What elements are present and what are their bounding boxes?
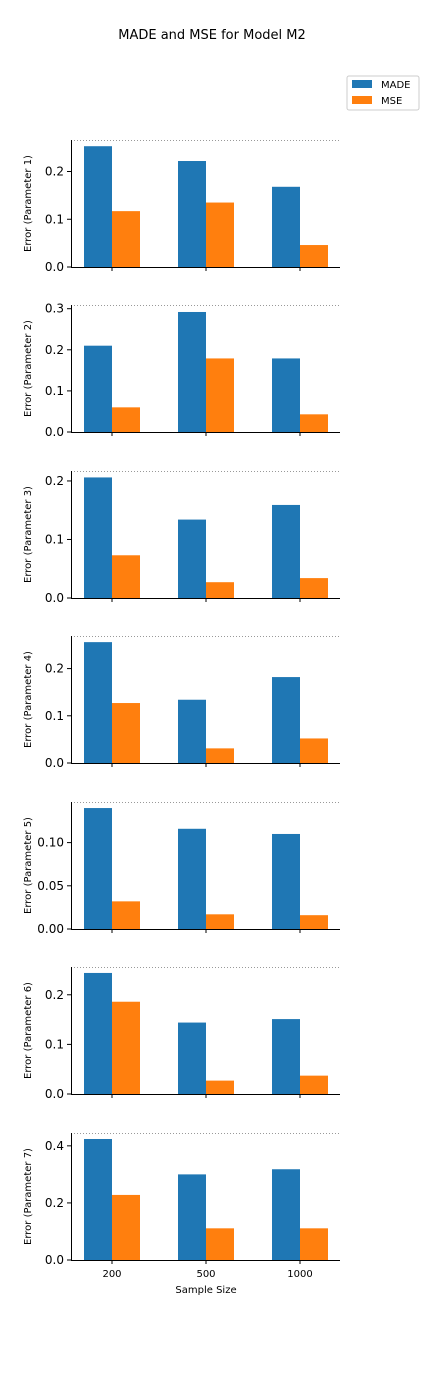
bar-made-1000 [272, 186, 300, 267]
bar-made-1000 [272, 677, 300, 763]
y-axis-label: Error (Parameter 2) [23, 320, 34, 417]
y-tick-label: 0.2 [45, 662, 64, 676]
y-tick-label: 0.1 [45, 212, 64, 226]
y-tick-label: 0.0 [45, 1253, 64, 1267]
bar-made-1000 [272, 833, 300, 929]
y-tick-label: 0.00 [37, 922, 64, 936]
panel-4: 0.0 0.1 0.2 Error (Parameter 4) [23, 636, 340, 770]
y-tick-label: 0.1 [45, 532, 64, 546]
bar-mse-500 [206, 202, 234, 267]
panel-3: 0.0 0.1 0.2 Error (Parameter 3) [23, 471, 340, 605]
x-tick-label: 200 [102, 1269, 121, 1280]
bar-made-500 [178, 311, 206, 432]
y-axis-label: Error (Parameter 4) [23, 651, 34, 748]
bar-made-200 [84, 345, 112, 432]
bar-mse-1000 [300, 1228, 328, 1260]
legend-label-made: MADE [381, 80, 411, 91]
y-tick-label: 0.3 [45, 302, 64, 316]
panel-2: 0.0 0.1 0.2 0.3 Error (Parameter 2) [23, 302, 340, 439]
bar-mse-500 [206, 1080, 234, 1094]
y-tick-label: 0.0 [45, 425, 64, 439]
panel-7: 0.0 0.2 0.4 200 500 1000 Error (Parameter 7) [23, 1133, 340, 1280]
bar-made-200 [84, 146, 112, 267]
bar-made-500 [178, 519, 206, 598]
y-axis-label: Error (Parameter 7) [23, 1148, 34, 1245]
y-axis-label: Error (Parameter 5) [23, 817, 34, 914]
bar-made-200 [84, 477, 112, 598]
y-tick-label: 0.05 [37, 879, 64, 893]
legend-swatch-mse [352, 96, 372, 104]
bar-mse-1000 [300, 738, 328, 763]
y-tick-label: 0.4 [45, 1139, 64, 1153]
panel-6: 0.0 0.1 0.2 Error (Parameter 6) [23, 967, 340, 1101]
bar-made-1000 [272, 504, 300, 598]
y-tick-label: 0.0 [45, 591, 64, 605]
bar-mse-200 [112, 1001, 140, 1094]
x-tick-label: 1000 [287, 1269, 312, 1280]
bar-mse-200 [112, 211, 140, 267]
bar-mse-1000 [300, 245, 328, 267]
bar-mse-1000 [300, 578, 328, 598]
bar-made-1000 [272, 358, 300, 432]
chart-title: MADE and MSE for Model M2 [118, 28, 306, 43]
bar-mse-1000 [300, 915, 328, 929]
bar-mse-500 [206, 1228, 234, 1260]
legend-swatch-made [352, 80, 372, 88]
bar-made-1000 [272, 1169, 300, 1260]
y-tick-label: 0.0 [45, 1087, 64, 1101]
bar-mse-1000 [300, 1075, 328, 1094]
bar-mse-200 [112, 407, 140, 432]
panel-1: 0.0 0.1 0.2 Error (Parameter 1) [23, 140, 340, 274]
bar-mse-500 [206, 914, 234, 929]
bar-made-500 [178, 828, 206, 929]
y-axis-label: Error (Parameter 6) [23, 982, 34, 1079]
bar-made-200 [84, 972, 112, 1094]
bar-mse-500 [206, 748, 234, 763]
bar-mse-500 [206, 358, 234, 432]
bar-made-500 [178, 1174, 206, 1260]
bar-made-200 [84, 808, 112, 929]
bar-made-1000 [272, 1019, 300, 1094]
bar-made-200 [84, 1138, 112, 1260]
y-tick-label: 0.1 [45, 384, 64, 398]
x-tick-label: 500 [196, 1269, 215, 1280]
bar-made-500 [178, 1022, 206, 1094]
y-tick-label: 0.2 [45, 165, 64, 179]
x-axis-label: Sample Size [175, 1285, 236, 1296]
legend-label-mse: MSE [381, 96, 402, 107]
bar-mse-200 [112, 703, 140, 763]
bar-made-200 [84, 642, 112, 763]
y-tick-label: 0.2 [45, 474, 64, 488]
bar-mse-200 [112, 1194, 140, 1260]
y-tick-label: 0.1 [45, 709, 64, 723]
bar-mse-200 [112, 555, 140, 598]
panels: 0.0 0.1 0.2 Error (Parameter 1) 0.0 0.1 0.2 0.3… [23, 140, 340, 1280]
y-tick-label: 0.2 [45, 1196, 64, 1210]
y-axis-label: Error (Parameter 1) [23, 155, 34, 252]
bar-mse-500 [206, 582, 234, 598]
bar-made-500 [178, 161, 206, 267]
y-tick-label: 0.0 [45, 260, 64, 274]
y-axis-label: Error (Parameter 3) [23, 486, 34, 583]
bar-mse-200 [112, 901, 140, 929]
bar-mse-1000 [300, 414, 328, 432]
y-tick-label: 0.10 [37, 836, 64, 850]
y-tick-label: 0.2 [45, 343, 64, 357]
y-tick-label: 0.1 [45, 1037, 64, 1051]
bar-made-500 [178, 699, 206, 763]
y-tick-label: 0.0 [45, 756, 64, 770]
legend: MADE MSE [346, 75, 420, 111]
y-tick-label: 0.2 [45, 988, 64, 1002]
